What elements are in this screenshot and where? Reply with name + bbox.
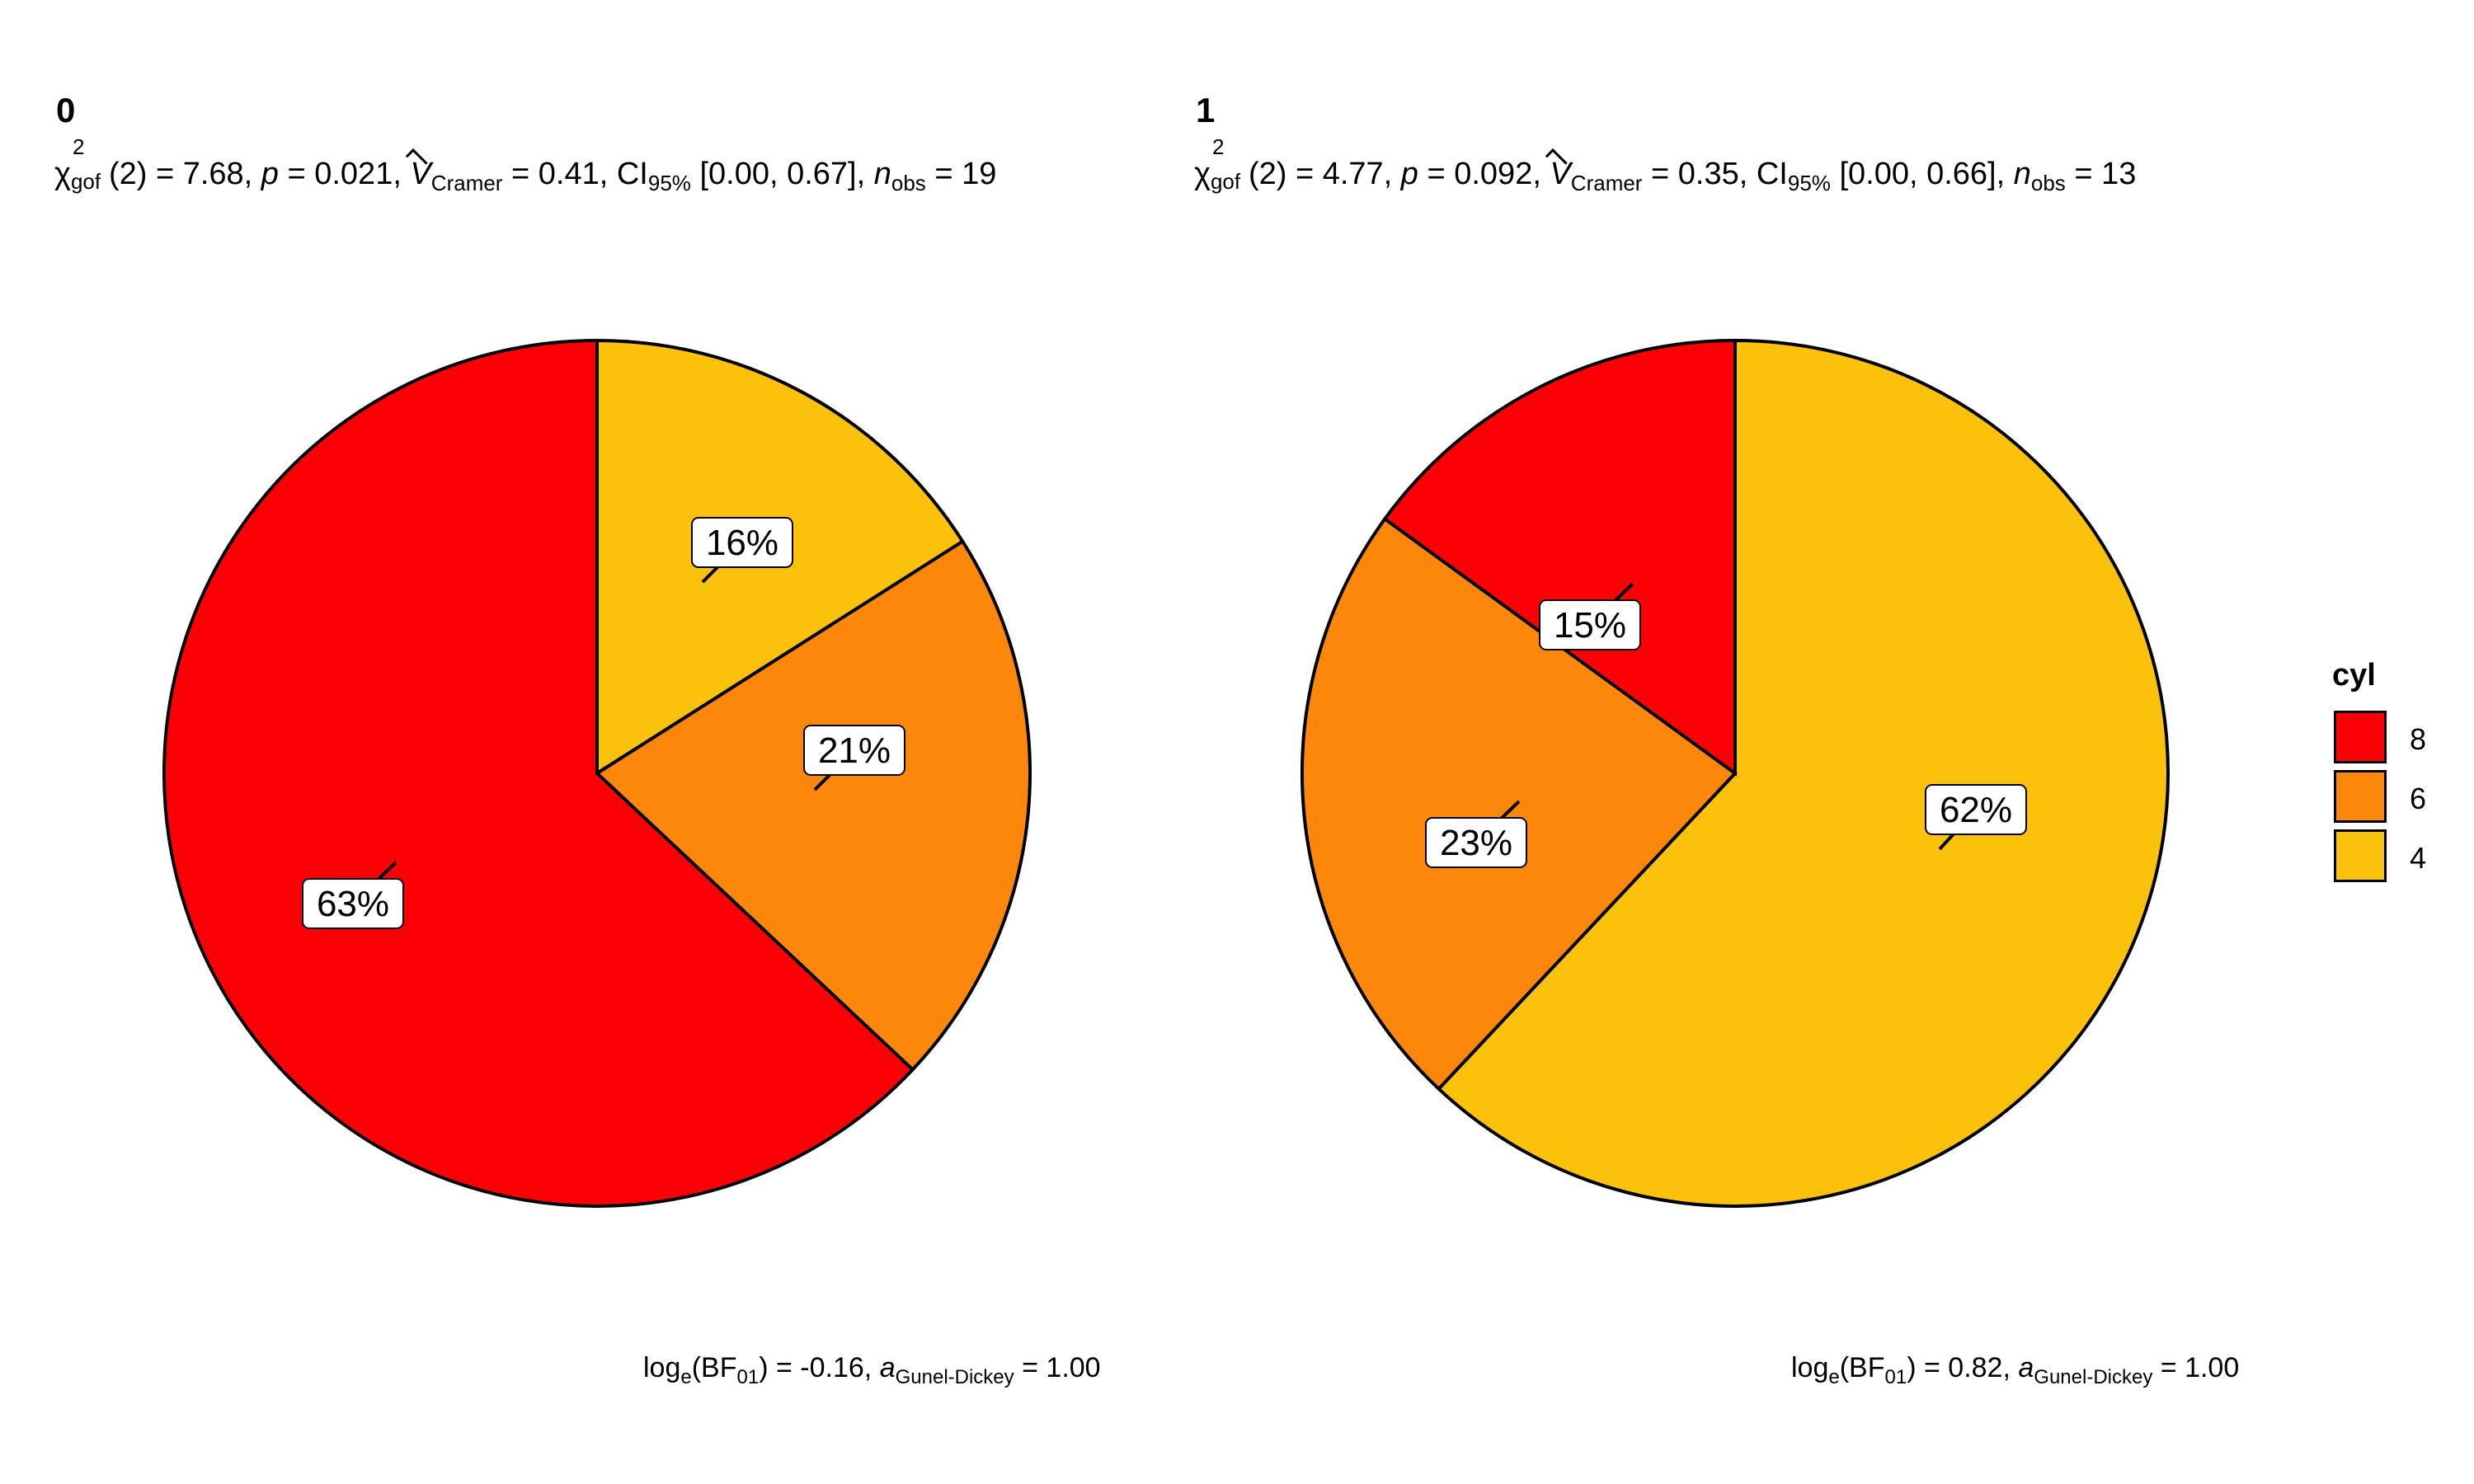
pie-0-label-0: 16%	[706, 523, 778, 563]
pie-0-label-2: 63%	[317, 884, 389, 924]
panel-caption-0: loge(BF01) = -0.16, aGunel-Dickey = 1.00	[643, 1352, 1101, 1388]
pie-1-slice-8	[1382, 338, 1737, 777]
legend-label-4: 4	[2410, 841, 2427, 875]
pie-0-slice-6	[594, 538, 1032, 1073]
pie-1-label-1: 23%	[1440, 823, 1512, 863]
pie-1-label-0: 62%	[1940, 790, 2012, 830]
pie-1-label-2: 15%	[1554, 605, 1626, 646]
chi-symbol: χ	[54, 157, 71, 191]
legend-key-6	[2334, 770, 2387, 823]
panel-subtitle-0: χ 2 gof (2) = 7.68, p = 0.021, VCramer = 0.…	[54, 134, 997, 195]
pie-1-label-box-0	[1925, 784, 2027, 835]
pie-0-slice-8	[162, 338, 915, 1208]
pie-0-label-box-1	[803, 725, 905, 776]
pie-1-slice-4	[1436, 338, 2170, 1208]
panel-title-1: 1	[1196, 91, 1216, 129]
v-hat-symbol: V	[410, 157, 431, 191]
legend-title: cyl	[2332, 658, 2376, 693]
panel-subtitle-1: χ 2 gof (2) = 4.77, p = 0.092, VCramer = 0.…	[1194, 134, 2137, 195]
pie-0: 16% 21% 63%	[162, 338, 1032, 1208]
pie-0-label-box-2	[302, 878, 404, 929]
legend-key-8	[2334, 711, 2387, 763]
pie-1: 62% 23% 15%	[1300, 338, 2170, 1208]
pie-0-label-box-0	[691, 517, 793, 568]
legend-key-4	[2334, 829, 2387, 882]
legend-label-6: 6	[2410, 782, 2427, 815]
legend-label-8: 8	[2410, 722, 2427, 756]
panel-caption-1: loge(BF01) = 0.82, aGunel-Dickey = 1.00	[1791, 1352, 2240, 1388]
pie-1-label-box-1	[1425, 817, 1527, 868]
panel-title-0: 0	[56, 91, 76, 129]
pie-0-label-1: 21%	[818, 730, 891, 771]
pie-1-label-box-2	[1539, 599, 1641, 650]
